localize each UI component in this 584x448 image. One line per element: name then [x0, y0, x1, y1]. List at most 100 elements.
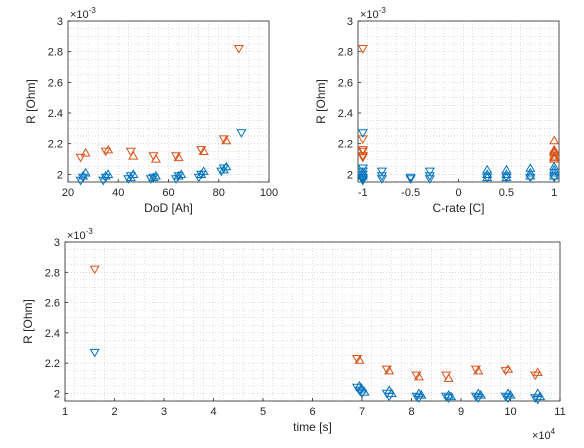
y-tick-label: 2.8: [338, 47, 353, 59]
data-point: [357, 135, 368, 145]
data-point: [446, 391, 457, 401]
data-point: [80, 147, 91, 157]
x-tick-label: 0.5: [499, 187, 514, 199]
data-point: [198, 146, 209, 155]
data-point: [352, 355, 363, 364]
data-point: [150, 170, 161, 180]
y-exponent-label: ×10-3: [67, 227, 93, 242]
series-4: [78, 161, 232, 182]
data-point: [405, 175, 416, 184]
x-axis-label: DoD [Ah]: [144, 201, 193, 215]
series-4: [354, 380, 546, 401]
data-point: [525, 170, 536, 180]
y-exponent-label: ×10-3: [360, 6, 386, 21]
x-tick-label: -1: [358, 187, 368, 199]
series-4: [357, 161, 560, 182]
x-tick-label: 10: [504, 406, 516, 418]
y-tick-label: 2.6: [48, 77, 63, 89]
x-tick-label: -0.5: [401, 187, 420, 199]
data-point: [198, 166, 209, 175]
y-tick-label: 2: [54, 388, 60, 400]
data-point: [173, 152, 184, 162]
y-tick-label: 2.4: [48, 108, 63, 120]
data-point: [549, 164, 560, 174]
data-point: [176, 169, 187, 178]
data-point: [549, 170, 560, 180]
series-1: [357, 45, 368, 163]
x-tick-label: 0: [455, 187, 461, 199]
data-point: [100, 147, 111, 157]
y-tick-label: 2: [57, 169, 63, 181]
y-tick-label: 2: [347, 169, 353, 181]
x-exponent-label: ×104: [532, 427, 556, 442]
data-point: [356, 389, 368, 399]
data-point: [424, 167, 435, 177]
data-point: [413, 388, 424, 398]
data-point: [150, 154, 161, 163]
data-point: [535, 391, 546, 401]
plot-area: [358, 21, 559, 182]
data-point: [416, 390, 427, 399]
data-point: [357, 153, 368, 163]
x-tick-label: 11: [554, 406, 565, 418]
data-point: [443, 390, 454, 399]
x-tick-label: 7: [359, 406, 365, 418]
y-tick-label: 2.6: [45, 298, 60, 310]
y-exponent-power: -3: [379, 6, 387, 15]
data-point: [475, 390, 486, 399]
data-point: [80, 167, 91, 177]
x-tick-label: 6: [309, 406, 315, 418]
data-point: [501, 172, 512, 182]
series-2: [549, 135, 560, 163]
data-point: [357, 167, 368, 177]
data-point: [170, 152, 182, 161]
data-point: [413, 371, 424, 381]
data-point: [482, 172, 493, 182]
data-point: [78, 173, 89, 183]
y-axis-label: R [Ohm]: [21, 299, 35, 344]
data-point: [357, 173, 368, 183]
data-point: [89, 265, 100, 275]
data-point: [473, 365, 484, 375]
minor-grid: [64, 241, 561, 402]
data-point: [357, 147, 368, 157]
data-point: [473, 388, 484, 398]
data-point: [386, 388, 397, 398]
series-2: [80, 135, 232, 163]
data-point: [148, 172, 159, 182]
data-point: [530, 394, 541, 403]
data-point: [549, 150, 560, 160]
data-point: [525, 173, 536, 183]
data-point: [500, 367, 511, 376]
data-point: [221, 161, 232, 171]
x-tick-label: 1: [551, 187, 557, 199]
data-point: [221, 135, 232, 145]
y-tick-label: 2.6: [338, 77, 353, 89]
y-tick-label: 2.2: [338, 139, 353, 151]
data-point: [501, 169, 512, 178]
x-tick-label: 1: [62, 406, 68, 418]
x-tick-label: 5: [260, 406, 266, 418]
y-tick-label: 2.2: [45, 358, 60, 370]
data-point: [482, 169, 493, 178]
data-point: [381, 365, 392, 375]
data-point: [549, 167, 560, 177]
data-point: [505, 390, 516, 399]
data-point: [233, 45, 244, 54]
data-point: [354, 355, 365, 364]
data-point: [89, 348, 100, 358]
data-point: [376, 167, 387, 177]
y-tick-label: 3: [54, 237, 60, 249]
y-axis-label: R [Ohm]: [314, 79, 328, 124]
data-point: [405, 173, 416, 183]
x-tick-label: 100: [260, 187, 278, 199]
y-tick-label: 2.8: [48, 47, 63, 59]
data-point: [100, 170, 111, 180]
data-point: [357, 152, 368, 161]
data-point: [128, 150, 139, 160]
data-point: [549, 147, 560, 157]
chart-panel-2: -1 -0.5 0 0.5 1 2 2.2 2.4 2.6 2.8 3 ×10-3 C-rate [C]…: [314, 6, 560, 215]
data-point: [357, 45, 368, 54]
x-axis-label: C-rate [C]: [432, 201, 484, 215]
